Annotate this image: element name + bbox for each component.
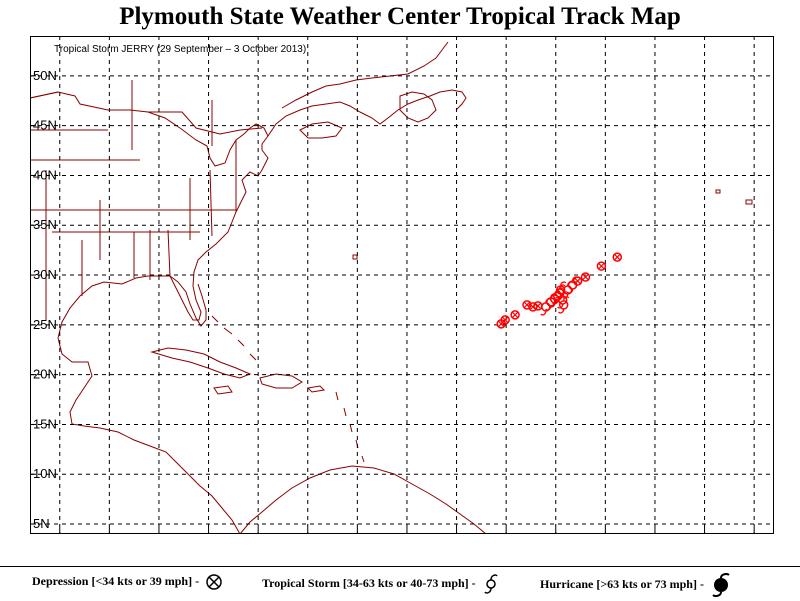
coastlines [29, 41, 753, 535]
coastline-cuba [150, 347, 252, 379]
lat-label: 30N [33, 267, 57, 282]
lat-label: 15N [33, 416, 57, 431]
coastline-canada [267, 89, 467, 137]
map-border [30, 36, 774, 534]
coastline-florida [169, 275, 207, 327]
legend-depression: Depression [<34 kts or 39 mph] - [32, 573, 223, 591]
track-point-depression [510, 310, 520, 320]
track-point-depression [612, 252, 623, 262]
lat-label: 35N [33, 217, 57, 232]
coastline-newfoundland [399, 91, 437, 123]
legend-storm-label: Tropical Storm [34-63 kts or 40-73 mph] … [262, 575, 476, 590]
legend: Depression [<34 kts or 39 mph] - Tropica… [0, 566, 800, 601]
track-map[interactable]: 95W90W85W80W75W70W65W60W55W50W45W40W35W3… [29, 36, 774, 559]
lat-label: 5N [33, 516, 50, 531]
hurricane-icon [712, 573, 730, 597]
border-us-canada [29, 91, 263, 135]
lat-label: 25N [33, 317, 57, 332]
legend-hurricane-label: Hurricane [>63 kts or 73 mph] - [540, 576, 704, 591]
track-point-depression [596, 261, 607, 271]
legend-hurricane: Hurricane [>63 kts or 73 mph] - [540, 573, 732, 597]
lat-label: 40N [33, 167, 57, 182]
coastline-puerto-rico [306, 385, 326, 393]
lat-label: 50N [33, 68, 57, 83]
track-point-depression [572, 276, 583, 286]
lat-label: 20N [33, 367, 57, 382]
track-point-depression [580, 272, 591, 282]
coastline-south-america [239, 465, 487, 535]
track-point-storm [540, 298, 552, 316]
page-title: Plymouth State Weather Center Tropical T… [119, 3, 681, 30]
depression-icon [206, 574, 222, 590]
axis-labels: 95W90W85W80W75W70W65W60W55W50W45W40W35W3… [30, 68, 768, 559]
lat-lon-grid [30, 36, 774, 534]
coastline-jamaica [213, 385, 233, 395]
coastline-bahamas [211, 315, 257, 361]
map-canvas[interactable]: 95W90W85W80W75W70W65W60W55W50W45W40W35W3… [29, 36, 774, 559]
lat-label: 10N [33, 466, 57, 481]
track-point-depression [500, 315, 510, 325]
track-point-depression [533, 301, 543, 311]
coastline-north-america [29, 91, 269, 535]
coastline-bermuda [352, 254, 358, 260]
coastline-quebec-north [281, 41, 449, 109]
coastline-nova-scotia [299, 121, 343, 139]
storm-track [496, 252, 623, 329]
coastline-hispaniola [259, 373, 303, 389]
lat-label: 45N [33, 118, 57, 133]
state-borders [30, 80, 237, 320]
coastline-azores [715, 189, 753, 205]
storm-label: Tropical Storm JERRY (29 September – 3 O… [54, 44, 306, 55]
tropical-storm-icon [483, 574, 498, 594]
coastline-lesser-antilles [335, 391, 365, 463]
legend-tropical-storm: Tropical Storm [34-63 kts or 40-73 mph] … [262, 573, 500, 595]
legend-depression-label: Depression [<34 kts or 39 mph] - [32, 573, 200, 588]
